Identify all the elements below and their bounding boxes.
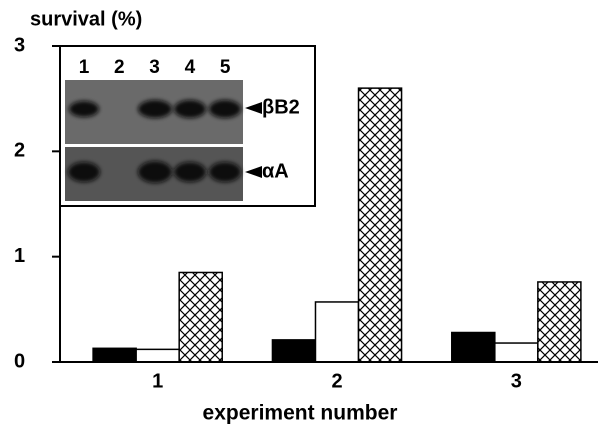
lane-label: 1 bbox=[79, 57, 90, 78]
x-tick-label: 2 bbox=[331, 370, 342, 392]
band-label: αA bbox=[262, 160, 289, 182]
lane-label: 5 bbox=[220, 57, 231, 78]
lane-label: 4 bbox=[185, 57, 196, 78]
lane-label: 2 bbox=[114, 57, 125, 78]
x-axis-label: experiment number bbox=[203, 402, 398, 425]
bar bbox=[538, 282, 581, 362]
bar bbox=[272, 340, 315, 362]
bar bbox=[452, 333, 495, 362]
bar bbox=[93, 348, 136, 362]
lane-label: 3 bbox=[149, 57, 160, 78]
y-axis-label: survival (%) bbox=[30, 8, 142, 30]
bar bbox=[359, 88, 402, 362]
x-tick-label: 3 bbox=[511, 370, 522, 392]
y-tick-label: 0 bbox=[14, 350, 25, 372]
bar bbox=[179, 272, 222, 362]
page: {"chart_data": {"type": "bar", "ylabel":… bbox=[0, 0, 600, 431]
y-tick-label: 1 bbox=[14, 245, 25, 267]
bar bbox=[495, 343, 538, 362]
inset-gel: 1 2 3 4 5 βB2 αA bbox=[60, 46, 315, 206]
band-label: βB2 bbox=[262, 96, 300, 118]
y-tick-label: 2 bbox=[14, 140, 25, 162]
bar bbox=[136, 349, 179, 362]
y-tick-label: 3 bbox=[14, 34, 25, 56]
bar bbox=[315, 302, 358, 362]
chart: survival (%) experiment number 0 1 2 3 1 2 3 1… bbox=[0, 0, 600, 431]
x-tick-label: 1 bbox=[152, 370, 163, 392]
